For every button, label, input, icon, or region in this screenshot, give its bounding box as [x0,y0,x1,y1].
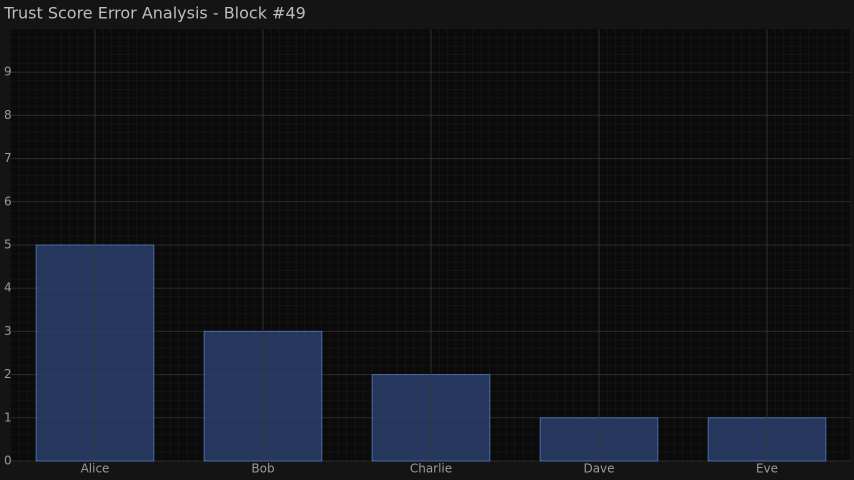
y-tick-label: 5 [4,238,12,252]
x-tick-label: Dave [583,462,614,476]
x-tick-label: Eve [756,462,778,476]
y-tick-label: 6 [4,194,12,208]
y-tick-label: 0 [4,454,12,468]
y-tick-label: 4 [4,281,12,295]
x-tick-label: Charlie [410,462,452,476]
y-tick-label: 9 [4,65,12,79]
x-tick-label: Alice [81,462,110,476]
x-tick-label: Bob [251,462,274,476]
y-tick-label: 8 [4,108,12,122]
y-tick-label: 1 [4,410,12,424]
y-tick-label: 2 [4,367,12,381]
chart-title: Trust Score Error Analysis - Block #49 [3,4,306,23]
y-tick-label: 7 [4,151,12,165]
y-tick-label: 3 [4,324,12,338]
